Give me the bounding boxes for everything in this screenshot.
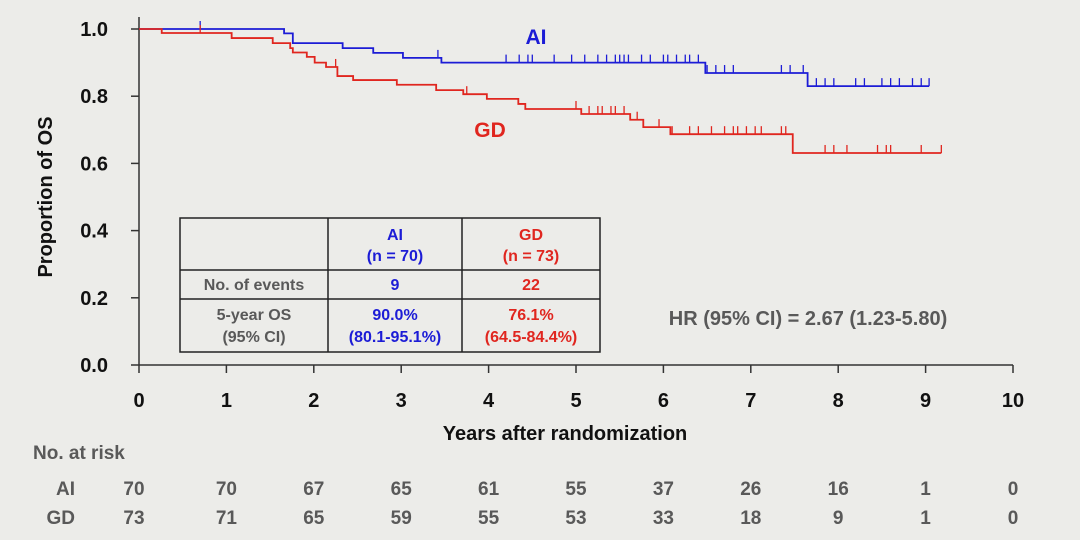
hazard-ratio: HR (95% CI) = 2.67 (1.23-5.80) (669, 308, 947, 330)
y-tick-label: 0.4 (80, 221, 109, 243)
x-tick-label: 8 (833, 390, 844, 412)
at-risk-value: 16 (828, 479, 849, 500)
curves (139, 21, 942, 154)
x-tick-label: 9 (920, 390, 931, 412)
at-risk-value: 1 (920, 479, 931, 500)
at-risk-value: 9 (833, 508, 844, 529)
summary-table (179, 217, 601, 353)
axes: 0.0 0.2 0.4 0.6 0.8 1.0 0 1 2 3 4 5 6 7 8 9 10 (80, 17, 1024, 412)
table-ai-header: AI (387, 227, 403, 244)
at-risk-title: No. at risk (33, 443, 125, 464)
at-risk-value: 1 (920, 508, 931, 529)
at-risk-value: 70 (123, 479, 144, 500)
x-tick-label: 4 (483, 390, 495, 412)
at-risk-value: 33 (653, 508, 674, 529)
at-risk-value: 55 (478, 508, 500, 529)
km-curve-gd (139, 28, 942, 154)
x-tick-label: 0 (133, 390, 144, 412)
km-curve-ai (139, 28, 930, 88)
at-risk-value: 18 (740, 508, 761, 529)
y-tick-label: 0.0 (80, 355, 108, 377)
at-risk-value: 61 (478, 479, 500, 500)
at-risk-value: 0 (1008, 479, 1019, 500)
at-risk-value: 55 (565, 479, 587, 500)
y-tick-label: 0.8 (80, 86, 108, 108)
table-ai-n: (n = 70) (367, 248, 423, 265)
x-tick-label: 6 (658, 390, 669, 412)
x-tick-label: 3 (396, 390, 407, 412)
y-tick-label: 0.2 (80, 288, 108, 310)
x-tick-label: 5 (570, 390, 581, 412)
at-risk-table: AI 70 70 67 65 61 55 37 26 16 1 0 GD 73 71 65 59 55 53 33 18… (47, 479, 1019, 529)
at-risk-value: 59 (391, 508, 412, 529)
at-risk-value: 71 (216, 508, 238, 529)
at-risk-value: 73 (123, 508, 144, 529)
ai-curve-label: AI (526, 26, 547, 49)
table-os-ai-ci: (80.1-95.1%) (349, 329, 442, 346)
at-risk-group-ai: AI (56, 479, 75, 500)
table-os-ai: 90.0% (372, 307, 417, 324)
at-risk-value: 65 (303, 508, 325, 529)
at-risk-group-gd: GD (47, 508, 76, 529)
y-tick-label: 0.6 (80, 153, 108, 175)
table-events-label: No. of events (204, 277, 305, 294)
at-risk-value: 53 (565, 508, 586, 529)
at-risk-value: 67 (303, 479, 324, 500)
at-risk-value: 37 (653, 479, 674, 500)
x-tick-label: 2 (308, 390, 319, 412)
table-os-label2: (95% CI) (222, 329, 285, 346)
table-gd-header: GD (519, 227, 543, 244)
y-tick-label: 1.0 (80, 19, 108, 41)
gd-curve-label: GD (474, 119, 506, 142)
x-tick-label: 10 (1002, 390, 1024, 412)
at-risk-value: 70 (216, 479, 237, 500)
table-events-gd: 22 (522, 277, 540, 294)
x-tick-label: 7 (745, 390, 756, 412)
at-risk-value: 0 (1008, 508, 1019, 529)
table-events-ai: 9 (391, 277, 400, 294)
xlabel: Years after randomization (443, 423, 688, 445)
table-os-gd: 76.1% (508, 307, 553, 324)
table-os-label: 5-year OS (217, 307, 292, 324)
table-os-gd-ci: (64.5-84.4%) (485, 329, 578, 346)
table-gd-n: (n = 73) (503, 248, 559, 265)
ylabel: Proportion of OS (35, 116, 57, 277)
at-risk-value: 65 (391, 479, 413, 500)
at-risk-value: 26 (740, 479, 761, 500)
x-tick-label: 1 (221, 390, 232, 412)
